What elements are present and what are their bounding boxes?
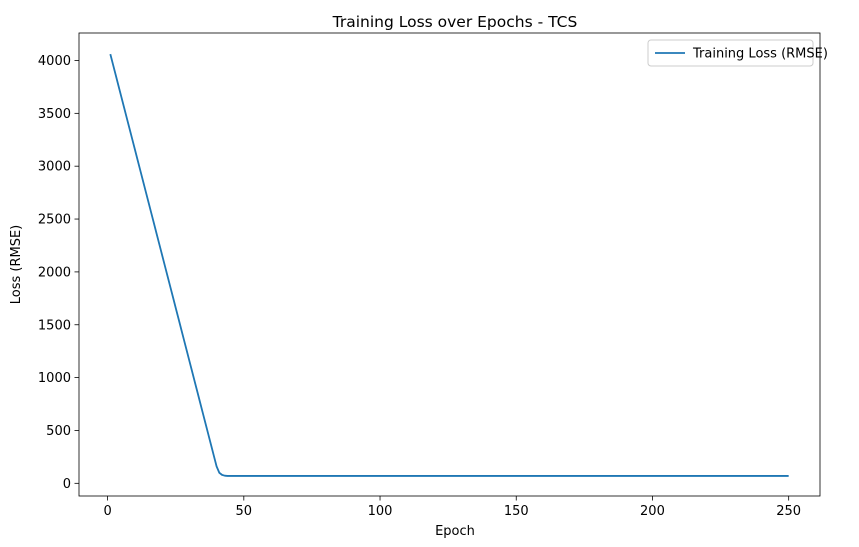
legend-label: Training Loss (RMSE) bbox=[692, 47, 828, 62]
y-tick-label: 500 bbox=[46, 424, 71, 439]
plot-frame bbox=[78, 32, 821, 497]
legend: Training Loss (RMSE) bbox=[647, 39, 828, 67]
series-layer bbox=[109, 53, 789, 477]
y-tick-label: 1500 bbox=[38, 318, 71, 333]
x-tick-label: 150 bbox=[504, 504, 529, 519]
y-axis-label: Loss (RMSE) bbox=[9, 225, 24, 305]
series-line-training-loss bbox=[109, 53, 789, 477]
x-tick-label: 100 bbox=[368, 504, 393, 519]
x-tick-label: 250 bbox=[776, 504, 801, 519]
y-tick-label: 3000 bbox=[38, 160, 71, 175]
x-tick-label: 0 bbox=[103, 504, 111, 519]
x-axis-label: Epoch bbox=[435, 524, 475, 539]
legend-box bbox=[647, 39, 814, 67]
y-tick-label: 2000 bbox=[38, 265, 71, 280]
y-tick-label: 4000 bbox=[38, 54, 71, 69]
x-tick-label: 200 bbox=[640, 504, 665, 519]
y-tick-label: 1000 bbox=[38, 371, 71, 386]
x-axis: 0 50 100 150 200 250 bbox=[103, 496, 801, 519]
y-tick-label: 3500 bbox=[38, 107, 71, 122]
y-tick-label: 0 bbox=[63, 477, 71, 492]
y-axis: 0 500 1000 1500 2000 2500 3000 3500 4000 bbox=[38, 54, 79, 492]
chart-title: Training Loss over Epochs - TCS bbox=[332, 13, 578, 31]
y-tick-label: 2500 bbox=[38, 213, 71, 228]
x-tick-label: 50 bbox=[236, 504, 253, 519]
